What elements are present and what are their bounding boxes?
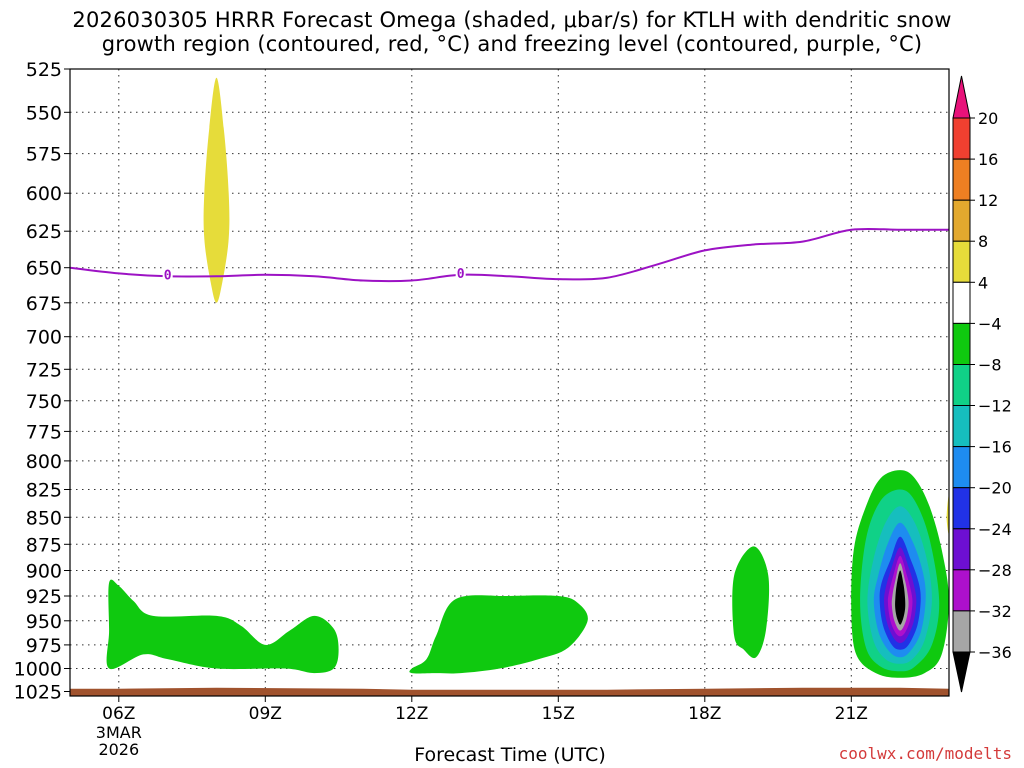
freezing-level-label-bg-0 [162, 266, 173, 281]
colorbar-bin-8 [952, 446, 971, 489]
colorbar-label-13: −36 [978, 643, 1012, 662]
omega-region-0 [203, 77, 230, 303]
y-axis: 525 550 575 600 625 650 675 700 725 750 775 800 825 8… [14, 59, 70, 704]
y-tick-label-900: 900 [26, 561, 62, 583]
y-tick-label-575: 575 [26, 144, 62, 166]
chart-title: 2026030305 HRRR Forecast Omega (shaded, … [0, 8, 1024, 56]
colorbar-label-0: 20 [978, 109, 998, 128]
colorbar-bin-3 [952, 240, 971, 283]
freezing-level-label-0: 0 [164, 268, 172, 283]
plot-frame [69, 68, 950, 697]
freezing-level-label-1: 0 [457, 267, 465, 282]
colorbar-bin-6 [952, 364, 971, 407]
colorbar-bottom-triangle [952, 651, 971, 693]
colorbar-label-11: −28 [978, 561, 1012, 580]
colorbar: 20 16 12 8 4 −4 −8 −12 −16 −20 −24 −28 −32 −36 [952, 75, 1012, 693]
omega-region-13 [895, 570, 906, 625]
colorbar-bin-1 [952, 158, 971, 201]
colorbar-label-7: −12 [978, 397, 1012, 416]
colorbar-label-10: −24 [978, 520, 1012, 539]
colorbar-label-12: −32 [978, 602, 1012, 621]
x-tick-label-09Z: 09Z [249, 704, 282, 724]
y-tick-label-525: 525 [26, 59, 62, 81]
x-tick-label-06Z: 06Z [102, 704, 135, 724]
colorbar-bin-11 [952, 569, 971, 612]
colorbar-top-triangle [952, 75, 971, 119]
y-tick-label-600: 600 [26, 183, 62, 205]
y-tick-label-650: 650 [26, 258, 62, 280]
freezing-level-label-bg-1 [455, 265, 466, 280]
y-tick-label-550: 550 [26, 102, 62, 124]
x-tick-label-15Z: 15Z [542, 704, 575, 724]
colorbar-bin-10 [952, 528, 971, 571]
x-tick-label-12Z: 12Z [395, 704, 428, 724]
omega-region-2 [106, 579, 339, 674]
omega-region-4 [732, 546, 770, 659]
colorbar-bin-9 [952, 487, 971, 530]
omega-shading [106, 77, 949, 678]
terrain-layer [70, 687, 949, 696]
y-tick-label-675: 675 [26, 293, 62, 315]
colorbar-label-5: −4 [978, 314, 1002, 333]
colorbar-label-6: −8 [978, 356, 1002, 375]
credit-text: coolwx.com/modelts [838, 744, 1012, 763]
x-tick-sublabel-1: 2026 [98, 740, 139, 759]
y-tick-label-1025: 1025 [14, 682, 62, 704]
y-tick-label-700: 700 [26, 327, 62, 349]
x-axis-label: Forecast Time (UTC) [0, 744, 1024, 766]
colorbar-label-9: −20 [978, 479, 1012, 498]
y-tick-label-1000: 1000 [14, 659, 62, 681]
colorbar-bin-5 [952, 322, 971, 365]
omega-region-3 [409, 595, 588, 674]
y-tick-label-775: 775 [26, 421, 62, 443]
terrain-fill [70, 687, 949, 696]
y-tick-label-725: 725 [26, 359, 62, 381]
colorbar-label-3: 8 [978, 232, 988, 251]
colorbar-label-2: 12 [978, 191, 998, 210]
y-tick-label-975: 975 [26, 635, 62, 657]
x-tick-sublabel-0: 3MAR [96, 723, 142, 742]
colorbar-bin-0 [952, 117, 971, 160]
chart-title-line-2: growth region (contoured, red, °C) and f… [101, 32, 923, 56]
y-tick-label-950: 950 [26, 611, 62, 633]
y-tick-label-625: 625 [26, 221, 62, 243]
y-tick-label-925: 925 [26, 586, 62, 608]
colorbar-label-8: −16 [978, 438, 1012, 457]
y-tick-label-875: 875 [26, 534, 62, 556]
colorbar-bin-7 [952, 405, 971, 448]
y-tick-label-750: 750 [26, 391, 62, 413]
y-tick-label-825: 825 [26, 480, 62, 502]
freezing-level-line [70, 227, 949, 283]
colorbar-label-4: 4 [978, 273, 988, 292]
colorbar-bin-2 [952, 199, 971, 242]
colorbar-label-1: 16 [978, 150, 998, 169]
x-axis-label-text: Forecast Time (UTC) [414, 744, 606, 766]
x-tick-label-21Z: 21Z [835, 704, 868, 724]
colorbar-bin-4 [952, 281, 971, 324]
x-tick-label-18Z: 18Z [688, 704, 721, 724]
y-tick-label-800: 800 [26, 451, 62, 473]
chart-title-line-1: 2026030305 HRRR Forecast Omega (shaded, … [72, 8, 952, 32]
colorbar-bin-12 [952, 610, 971, 653]
y-tick-label-850: 850 [26, 507, 62, 529]
